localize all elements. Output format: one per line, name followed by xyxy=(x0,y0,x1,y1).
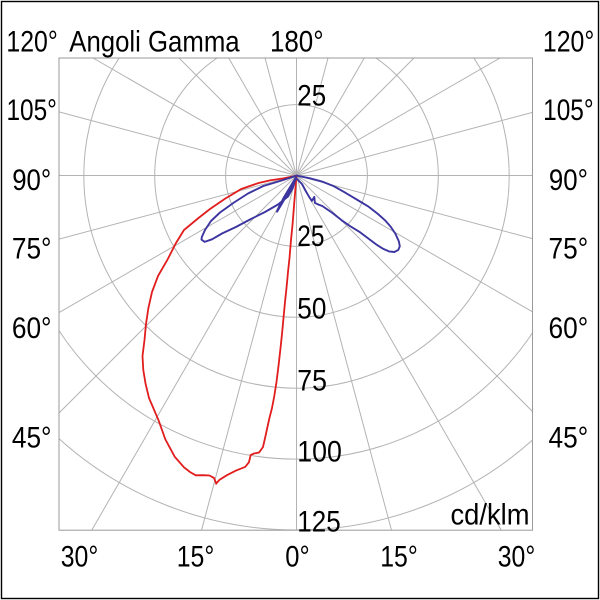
svg-text:125: 125 xyxy=(297,506,340,539)
svg-text:105°: 105° xyxy=(6,94,57,127)
svg-text:45°: 45° xyxy=(12,421,52,454)
svg-text:120°: 120° xyxy=(6,25,57,58)
svg-text:50: 50 xyxy=(297,293,326,326)
svg-text:0°: 0° xyxy=(285,541,309,574)
svg-text:75: 75 xyxy=(297,364,327,397)
svg-text:105°: 105° xyxy=(543,94,594,127)
svg-text:75°: 75° xyxy=(12,233,52,266)
svg-text:45°: 45° xyxy=(549,421,589,454)
svg-text:30°: 30° xyxy=(498,541,536,574)
svg-text:Angoli Gamma: Angoli Gamma xyxy=(69,25,240,58)
svg-text:60°: 60° xyxy=(12,312,52,345)
svg-text:15°: 15° xyxy=(380,541,418,574)
svg-text:cd/klm: cd/klm xyxy=(451,499,530,532)
svg-text:25: 25 xyxy=(297,220,324,253)
svg-text:25: 25 xyxy=(297,79,326,112)
svg-text:180°: 180° xyxy=(270,25,324,58)
svg-text:60°: 60° xyxy=(549,312,589,345)
svg-text:120°: 120° xyxy=(543,25,594,58)
svg-text:90°: 90° xyxy=(12,164,51,197)
svg-text:15°: 15° xyxy=(177,541,215,574)
svg-text:30°: 30° xyxy=(61,541,99,574)
svg-text:75°: 75° xyxy=(549,233,589,266)
svg-text:100: 100 xyxy=(297,435,342,468)
svg-text:90°: 90° xyxy=(549,164,588,197)
